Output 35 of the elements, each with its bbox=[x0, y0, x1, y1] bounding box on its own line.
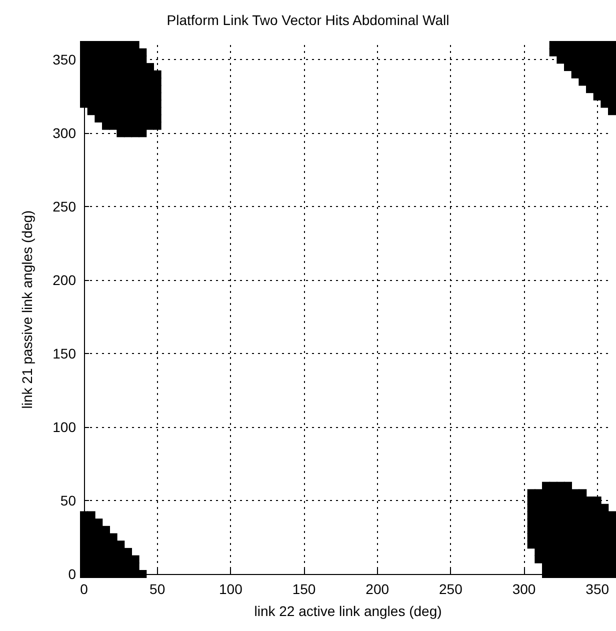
point bbox=[87, 511, 96, 520]
y-tick-label: 250 bbox=[52, 198, 76, 215]
y-axis-title: link 21 passive link angles (deg) bbox=[19, 210, 35, 409]
x-tick-label: 0 bbox=[80, 581, 88, 597]
x-tick-label: 300 bbox=[512, 581, 536, 597]
point bbox=[94, 518, 103, 527]
y-tick-label: 300 bbox=[52, 125, 76, 142]
point bbox=[131, 555, 140, 564]
x-tick-label: 50 bbox=[150, 581, 166, 597]
y-tick-label: 200 bbox=[52, 272, 76, 288]
point bbox=[608, 100, 616, 108]
x-tick-label: 250 bbox=[438, 581, 463, 597]
y-tick-label: 150 bbox=[52, 346, 76, 362]
point bbox=[556, 41, 565, 49]
point bbox=[578, 41, 587, 49]
x-tick-label: 350 bbox=[586, 581, 610, 597]
x-tick-label: 100 bbox=[218, 581, 243, 597]
point bbox=[109, 533, 118, 542]
x-tick-label: 150 bbox=[292, 581, 316, 597]
point bbox=[124, 548, 132, 556]
point bbox=[586, 41, 594, 49]
x-tick-label: 200 bbox=[366, 581, 390, 597]
chart-title: Platform Link Two Vector Hits Abdominal Wall bbox=[166, 12, 450, 28]
point bbox=[102, 526, 110, 534]
point bbox=[564, 41, 572, 49]
point bbox=[116, 540, 125, 549]
point bbox=[600, 41, 609, 49]
y-tick-label: 100 bbox=[52, 419, 76, 436]
y-tick-label: 0 bbox=[68, 566, 76, 582]
y-tick-label: 50 bbox=[60, 492, 76, 509]
point bbox=[80, 511, 88, 520]
y-tick-label: 350 bbox=[52, 52, 76, 68]
x-axis-title: link 22 active link angles (deg) bbox=[254, 603, 442, 619]
point bbox=[138, 570, 147, 578]
point bbox=[608, 41, 616, 49]
